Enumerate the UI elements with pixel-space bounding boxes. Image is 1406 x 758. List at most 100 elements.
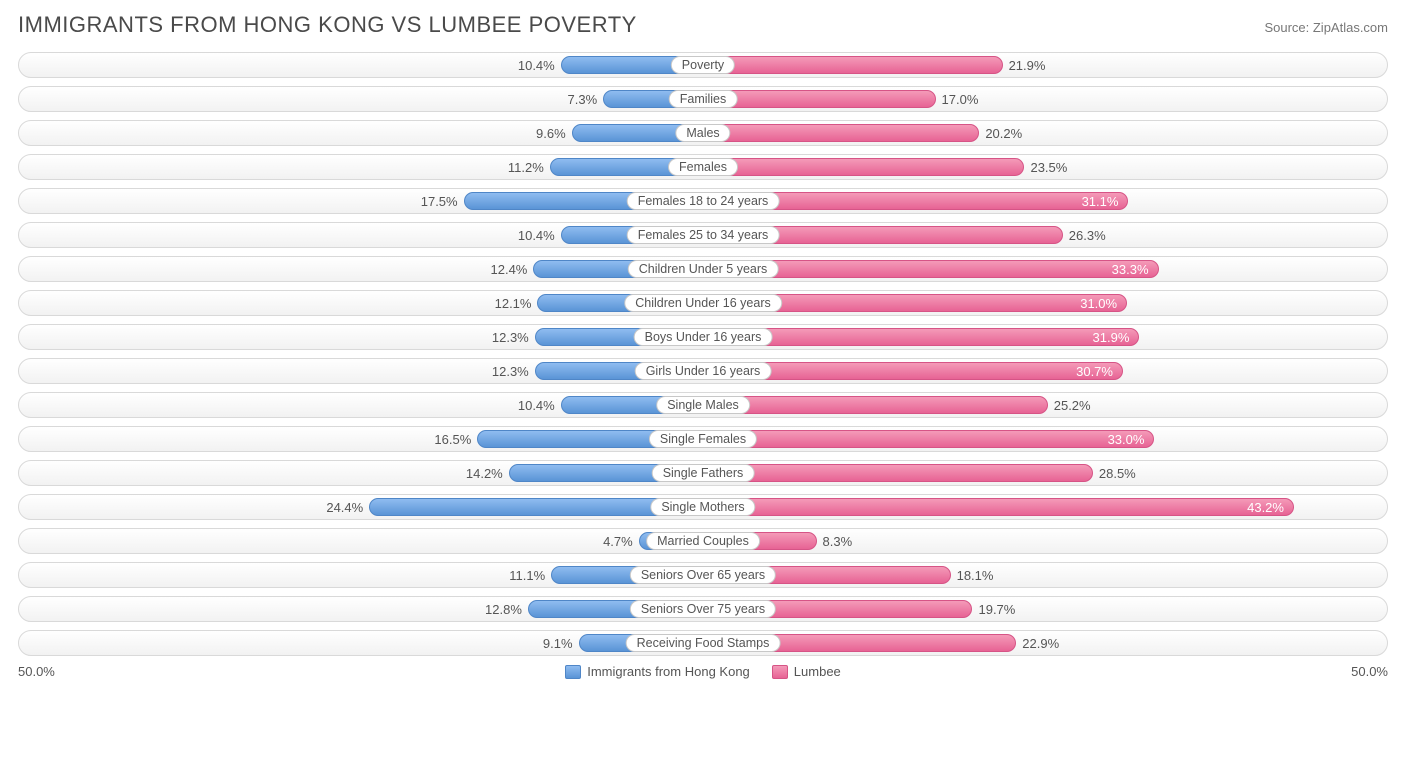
category-label: Single Males bbox=[656, 396, 750, 414]
row-inner: 10.4% 25.2% Single Males bbox=[19, 393, 1387, 417]
category-label: Receiving Food Stamps bbox=[626, 634, 781, 652]
row-inner: 9.1%22.9%Receiving Food Stamps bbox=[19, 631, 1387, 655]
category-label: Single Females bbox=[649, 430, 757, 448]
chart-row: 4.7% 8.3% Married Couples bbox=[18, 528, 1388, 554]
row-inner: 12.3%30.7%Girls Under 16 years bbox=[19, 359, 1387, 383]
value-right: 33.0% bbox=[703, 427, 1154, 451]
value-right: 17.0% bbox=[936, 87, 985, 111]
value-left: 17.5% bbox=[415, 189, 464, 213]
chart-row: 10.4% 25.2% Single Males bbox=[18, 392, 1388, 418]
category-label: Females bbox=[668, 158, 738, 176]
bar-right bbox=[703, 90, 936, 108]
row-inner: 10.4% 21.9% Poverty bbox=[19, 53, 1387, 77]
value-right: 19.7% bbox=[972, 597, 1021, 621]
chart-row: 12.8%19.7%Seniors Over 75 years bbox=[18, 596, 1388, 622]
category-label: Males bbox=[675, 124, 730, 142]
category-label: Females 25 to 34 years bbox=[627, 226, 780, 244]
category-label: Married Couples bbox=[646, 532, 760, 550]
legend-swatch-right bbox=[772, 665, 788, 679]
value-right: 23.5% bbox=[1024, 155, 1073, 179]
value-left: 11.1% bbox=[503, 563, 551, 587]
bar-right bbox=[703, 56, 1003, 74]
source-name: ZipAtlas.com bbox=[1313, 20, 1388, 35]
chart-row: 11.1% 18.1% Seniors Over 65 years bbox=[18, 562, 1388, 588]
row-inner: 14.2% 28.5% Single Fathers bbox=[19, 461, 1387, 485]
chart-title: IMMIGRANTS FROM HONG KONG VS LUMBEE POVE… bbox=[18, 12, 637, 38]
chart-row: 14.2% 28.5% Single Fathers bbox=[18, 460, 1388, 486]
chart-rows: 10.4% 21.9% Poverty 7.3% 17.0% Families 9.6% 20… bbox=[18, 52, 1388, 656]
row-inner: 12.1%31.0%Children Under 16 years bbox=[19, 291, 1387, 315]
value-right: 8.3% bbox=[817, 529, 859, 553]
legend-swatch-left bbox=[565, 665, 581, 679]
chart-row: 11.2% 23.5% Females bbox=[18, 154, 1388, 180]
value-left: 16.5% bbox=[428, 427, 477, 451]
row-inner: 12.8%19.7%Seniors Over 75 years bbox=[19, 597, 1387, 621]
chart-row: 12.4%33.3%Children Under 5 years bbox=[18, 256, 1388, 282]
chart-row: 17.5%31.1%Females 18 to 24 years bbox=[18, 188, 1388, 214]
value-right: 25.2% bbox=[1048, 393, 1097, 417]
legend-label-right: Lumbee bbox=[794, 664, 841, 679]
value-left: 12.4% bbox=[485, 257, 534, 281]
value-left: 9.6% bbox=[530, 121, 572, 145]
value-right: 20.2% bbox=[979, 121, 1028, 145]
bar-right bbox=[703, 396, 1048, 414]
value-right: 43.2% bbox=[703, 495, 1294, 519]
category-label: Children Under 5 years bbox=[628, 260, 779, 278]
chart-row: 9.1%22.9%Receiving Food Stamps bbox=[18, 630, 1388, 656]
value-left: 24.4% bbox=[320, 495, 369, 519]
category-label: Girls Under 16 years bbox=[635, 362, 772, 380]
category-label: Poverty bbox=[671, 56, 735, 74]
value-right: 18.1% bbox=[951, 563, 1000, 587]
chart-row: 16.5% 33.0%Single Females bbox=[18, 426, 1388, 452]
value-left: 14.2% bbox=[460, 461, 509, 485]
legend-item-right: Lumbee bbox=[772, 664, 841, 679]
value-left: 12.3% bbox=[486, 359, 535, 383]
bar-right bbox=[703, 158, 1024, 176]
category-label: Boys Under 16 years bbox=[634, 328, 773, 346]
row-inner: 12.3%31.9%Boys Under 16 years bbox=[19, 325, 1387, 349]
row-inner: 11.1% 18.1% Seniors Over 65 years bbox=[19, 563, 1387, 587]
category-label: Families bbox=[669, 90, 738, 108]
row-inner: 12.4%33.3%Children Under 5 years bbox=[19, 257, 1387, 281]
chart-row: 24.4% 43.2%Single Mothers bbox=[18, 494, 1388, 520]
chart-row: 7.3% 17.0% Families bbox=[18, 86, 1388, 112]
value-left: 10.4% bbox=[512, 53, 561, 77]
row-inner: 4.7% 8.3% Married Couples bbox=[19, 529, 1387, 553]
chart-container: IMMIGRANTS FROM HONG KONG VS LUMBEE POVE… bbox=[0, 0, 1406, 689]
value-left: 7.3% bbox=[562, 87, 604, 111]
bar-right bbox=[703, 124, 979, 142]
value-left: 10.4% bbox=[512, 223, 561, 247]
row-inner: 7.3% 17.0% Families bbox=[19, 87, 1387, 111]
legend-item-left: Immigrants from Hong Kong bbox=[565, 664, 750, 679]
legend-label-left: Immigrants from Hong Kong bbox=[587, 664, 750, 679]
category-label: Single Fathers bbox=[652, 464, 755, 482]
value-right: 21.9% bbox=[1003, 53, 1052, 77]
axis-right-max: 50.0% bbox=[1351, 664, 1388, 679]
value-left: 12.1% bbox=[489, 291, 538, 315]
chart-row: 12.1%31.0%Children Under 16 years bbox=[18, 290, 1388, 316]
bar-right bbox=[703, 464, 1093, 482]
value-right: 26.3% bbox=[1063, 223, 1112, 247]
value-right: 28.5% bbox=[1093, 461, 1142, 485]
value-left: 4.7% bbox=[597, 529, 639, 553]
chart-row: 9.6% 20.2% Males bbox=[18, 120, 1388, 146]
row-inner: 9.6% 20.2% Males bbox=[19, 121, 1387, 145]
category-label: Females 18 to 24 years bbox=[627, 192, 780, 210]
value-left: 10.4% bbox=[512, 393, 561, 417]
source-prefix: Source: bbox=[1264, 20, 1312, 35]
legend: Immigrants from Hong Kong Lumbee bbox=[565, 664, 841, 679]
value-left: 9.1% bbox=[537, 631, 579, 655]
chart-row: 12.3%30.7%Girls Under 16 years bbox=[18, 358, 1388, 384]
value-left: 11.2% bbox=[502, 155, 550, 179]
chart-footer: 50.0% Immigrants from Hong Kong Lumbee 5… bbox=[18, 664, 1388, 679]
category-label: Seniors Over 65 years bbox=[630, 566, 776, 584]
chart-row: 10.4% 21.9% Poverty bbox=[18, 52, 1388, 78]
axis-left-max: 50.0% bbox=[18, 664, 55, 679]
category-label: Single Mothers bbox=[650, 498, 755, 516]
category-label: Seniors Over 75 years bbox=[630, 600, 776, 618]
category-label: Children Under 16 years bbox=[624, 294, 782, 312]
row-inner: 17.5%31.1%Females 18 to 24 years bbox=[19, 189, 1387, 213]
row-inner: 24.4% 43.2%Single Mothers bbox=[19, 495, 1387, 519]
row-inner: 10.4% 26.3% Females 25 to 34 years bbox=[19, 223, 1387, 247]
source-attribution: Source: ZipAtlas.com bbox=[1264, 20, 1388, 35]
